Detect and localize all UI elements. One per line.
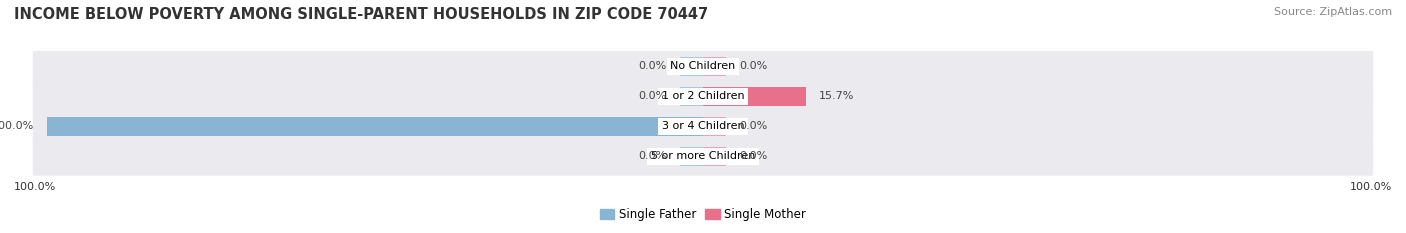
FancyBboxPatch shape [32,107,1374,146]
Bar [703,57,725,75]
Bar [703,147,725,165]
Text: 0.0%: 0.0% [740,61,768,71]
Bar [681,147,703,165]
Bar [703,87,806,106]
Text: 3 or 4 Children: 3 or 4 Children [662,121,744,131]
Text: 100.0%: 100.0% [0,121,34,131]
Text: 100.0%: 100.0% [1350,182,1392,192]
Bar [46,117,703,136]
Text: No Children: No Children [671,61,735,71]
Text: INCOME BELOW POVERTY AMONG SINGLE-PARENT HOUSEHOLDS IN ZIP CODE 70447: INCOME BELOW POVERTY AMONG SINGLE-PARENT… [14,7,709,22]
Text: 100.0%: 100.0% [14,182,56,192]
FancyBboxPatch shape [32,77,1374,116]
Text: 0.0%: 0.0% [638,151,666,161]
Text: 1 or 2 Children: 1 or 2 Children [662,91,744,101]
FancyBboxPatch shape [32,137,1374,176]
Text: 0.0%: 0.0% [740,121,768,131]
Legend: Single Father, Single Mother: Single Father, Single Mother [595,203,811,225]
Text: 0.0%: 0.0% [740,151,768,161]
Text: Source: ZipAtlas.com: Source: ZipAtlas.com [1274,7,1392,17]
Text: 0.0%: 0.0% [638,91,666,101]
FancyBboxPatch shape [32,47,1374,86]
Text: 0.0%: 0.0% [638,61,666,71]
Text: 15.7%: 15.7% [820,91,855,101]
Bar [703,117,725,136]
Bar [681,87,703,106]
Text: 5 or more Children: 5 or more Children [651,151,755,161]
Bar [681,57,703,75]
